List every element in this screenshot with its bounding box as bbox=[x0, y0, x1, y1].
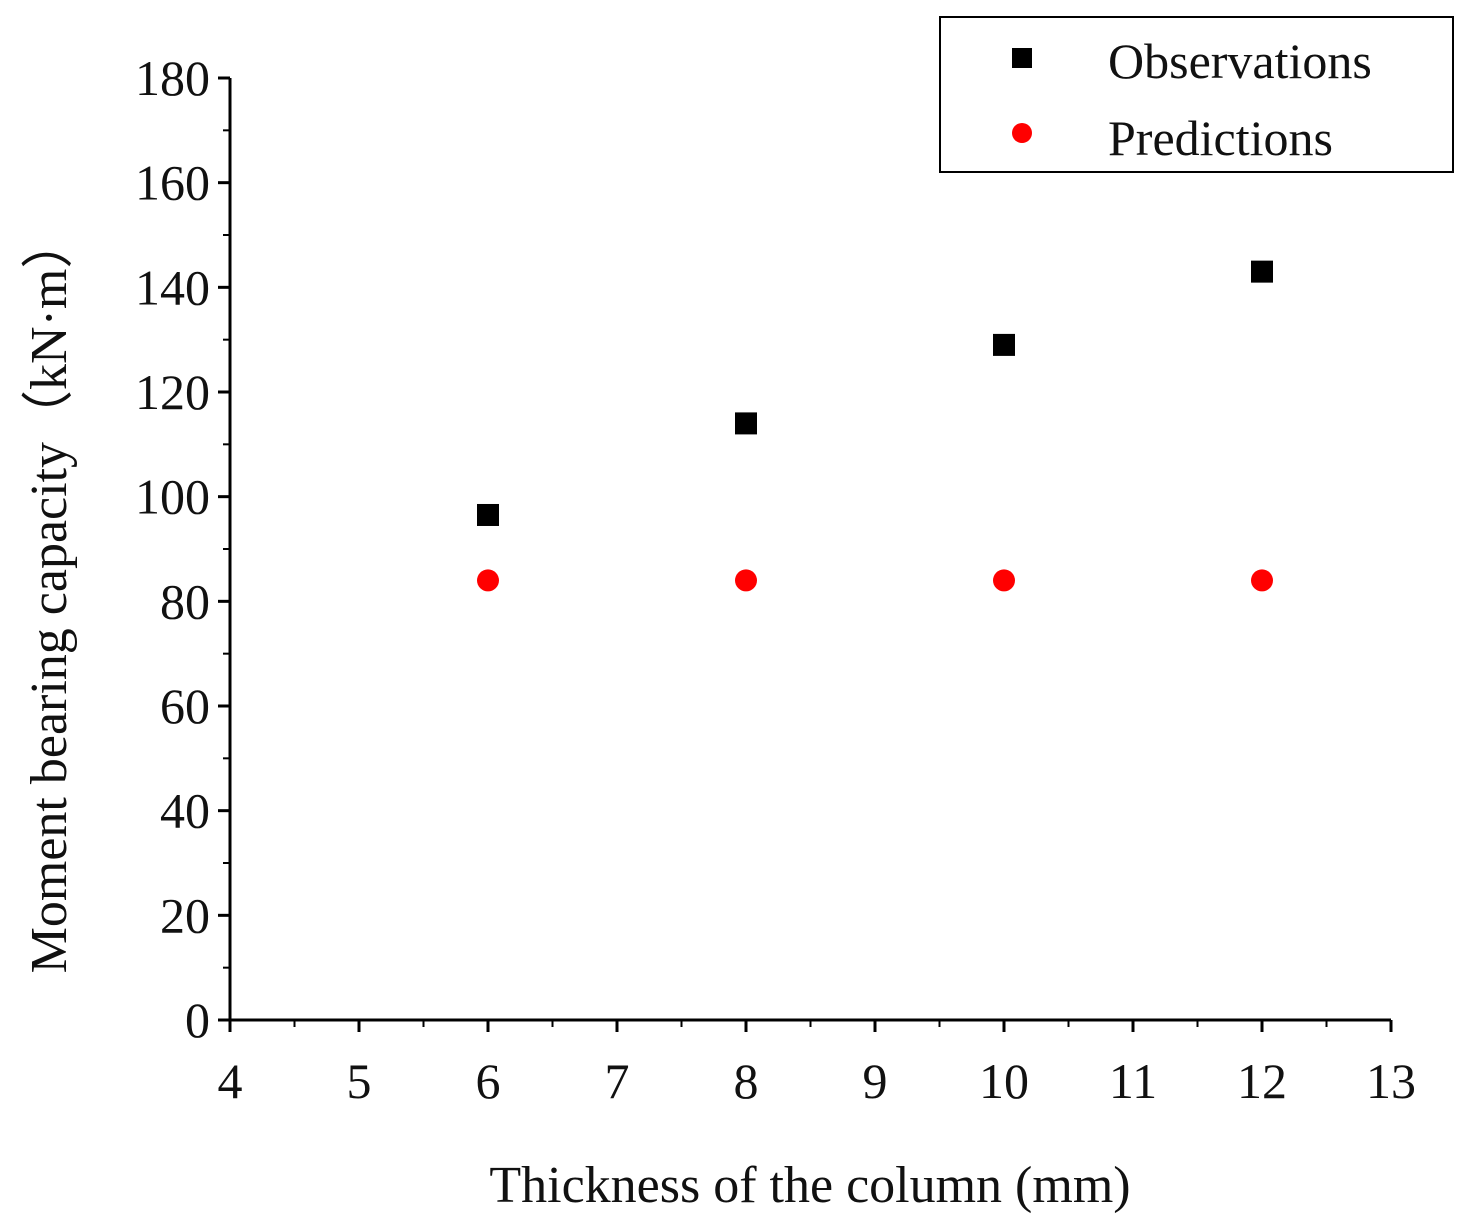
observations-point bbox=[1251, 260, 1273, 283]
x-tick-label: 12 bbox=[1237, 1053, 1287, 1109]
y-axis-title: Moment bearing capacity（kN·m） bbox=[21, 217, 78, 974]
predictions-point bbox=[1251, 569, 1273, 592]
x-tick-label: 11 bbox=[1109, 1053, 1157, 1109]
y-tick-label: 180 bbox=[135, 50, 210, 106]
y-tick-label: 60 bbox=[160, 678, 210, 734]
predictions-point bbox=[477, 569, 499, 592]
x-tick-label: 4 bbox=[218, 1053, 243, 1109]
y-tick-label: 160 bbox=[135, 155, 210, 211]
x-tick-label: 8 bbox=[734, 1053, 759, 1109]
y-tick-label: 20 bbox=[160, 887, 210, 943]
data-points bbox=[477, 260, 1273, 592]
observations-point bbox=[993, 333, 1015, 356]
legend-label-predictions: Predictions bbox=[1108, 110, 1333, 166]
y-tick-label: 80 bbox=[160, 573, 210, 629]
legend-box bbox=[939, 16, 1454, 173]
observations-point bbox=[477, 503, 499, 526]
x-tick-label: 6 bbox=[476, 1053, 501, 1109]
x-tick-label: 5 bbox=[347, 1053, 372, 1109]
x-tick-label: 7 bbox=[605, 1053, 630, 1109]
axes bbox=[228, 78, 1391, 1022]
legend-marker-observations bbox=[1012, 48, 1032, 68]
legend: Observations Predictions bbox=[939, 16, 1454, 173]
x-axis-title: Thickness of the column (mm) bbox=[489, 1157, 1130, 1214]
legend-label-observations: Observations bbox=[1108, 33, 1372, 89]
y-tick-label: 0 bbox=[185, 992, 210, 1048]
y-axis-ticks: 0 20 40 60 80 100 120 140 160 180 bbox=[135, 50, 230, 1048]
y-tick-label: 120 bbox=[135, 364, 210, 420]
x-tick-label: 13 bbox=[1366, 1053, 1416, 1109]
predictions-point bbox=[993, 569, 1015, 592]
x-axis-ticks: 4 5 6 7 8 9 10 11 12 13 bbox=[218, 1020, 1416, 1109]
legend-marker-predictions bbox=[1012, 123, 1032, 143]
y-tick-label: 100 bbox=[135, 469, 210, 525]
predictions-point bbox=[735, 569, 757, 592]
x-tick-label: 10 bbox=[979, 1053, 1029, 1109]
y-tick-label: 140 bbox=[135, 259, 210, 315]
observations-point bbox=[735, 412, 757, 435]
y-tick-label: 40 bbox=[160, 783, 210, 839]
x-tick-label: 9 bbox=[863, 1053, 888, 1109]
